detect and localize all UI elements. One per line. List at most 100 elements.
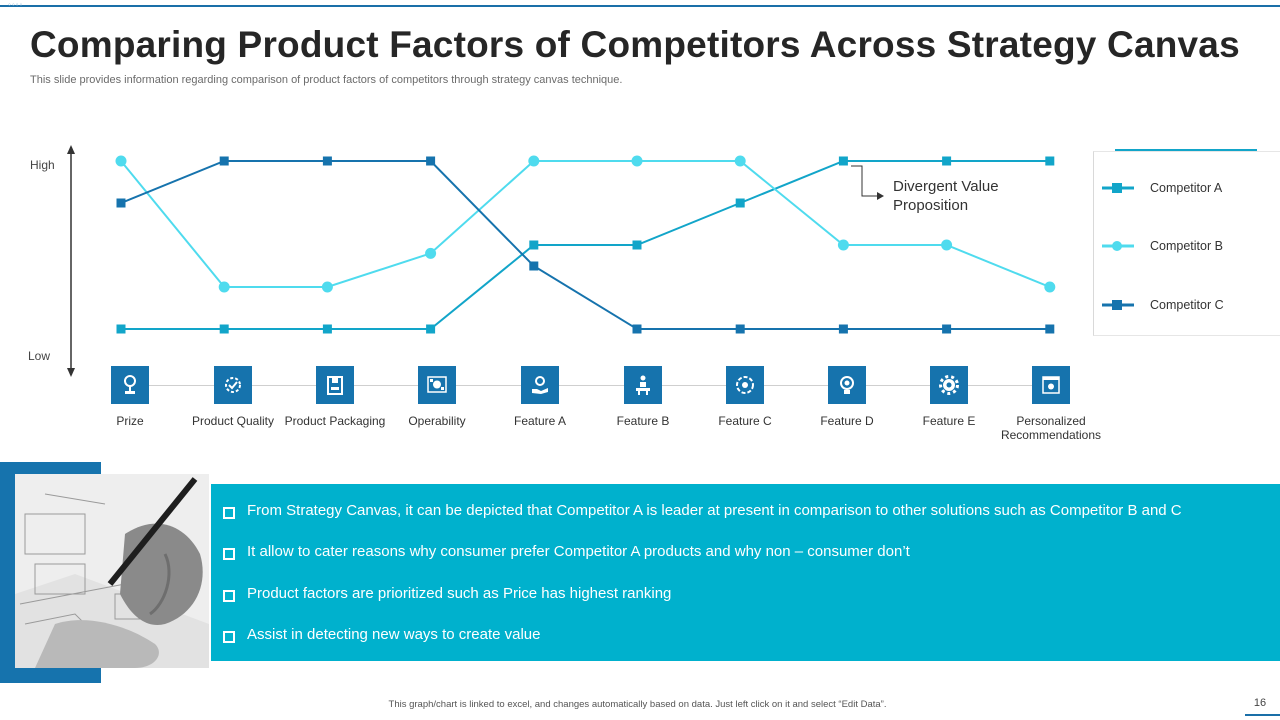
- page-subtitle: This slide provides information regardin…: [30, 74, 623, 86]
- annotation-line-1: Divergent Value: [893, 178, 999, 195]
- data-point-competitor-c-3[interactable]: [426, 156, 436, 166]
- series-line-competitor-b: [120, 160, 1051, 288]
- data-point-competitor-b-1[interactable]: [218, 281, 230, 293]
- data-point-competitor-a-2[interactable]: [322, 324, 332, 334]
- legend-accent-bar: [1115, 149, 1257, 152]
- y-axis-arrow-up: [67, 145, 75, 154]
- annotation-line-2: Proposition: [893, 197, 969, 214]
- factor-label: Product Packaging: [284, 414, 386, 428]
- legend-label-competitor-a: Competitor A: [1150, 181, 1223, 195]
- data-point-competitor-c-6[interactable]: [735, 324, 745, 334]
- trophy-icon: [111, 366, 149, 404]
- legend-box: [1093, 151, 1280, 336]
- page-title: Comparing Product Factors of Competitors…: [30, 24, 1240, 65]
- data-point-competitor-b-6[interactable]: [734, 155, 746, 167]
- bullet-square-icon: [223, 631, 235, 643]
- factor-feature-d: Feature D: [787, 366, 907, 428]
- data-point-competitor-b-2[interactable]: [321, 281, 333, 293]
- series-layer: [115, 155, 1056, 334]
- hand-dollar-icon: [521, 366, 559, 404]
- data-point-competitor-c-4[interactable]: [529, 261, 539, 271]
- data-point-competitor-c-1[interactable]: [219, 156, 229, 166]
- data-point-competitor-c-8[interactable]: [942, 324, 952, 334]
- data-point-competitor-b-7[interactable]: [837, 239, 849, 251]
- legend-marker-competitor-b: [1102, 241, 1134, 251]
- gear-icon: [930, 366, 968, 404]
- factor-label: Prize: [116, 414, 144, 428]
- factor-label: Feature C: [718, 414, 772, 428]
- annotation-connector: [851, 165, 880, 197]
- data-point-competitor-b-0[interactable]: [115, 155, 127, 167]
- data-point-competitor-b-3[interactable]: [425, 247, 437, 259]
- factor-prize: Prize: [70, 366, 190, 428]
- presentation-icon: [624, 366, 662, 404]
- legend-item-competitor-c: Competitor C: [1100, 295, 1224, 315]
- gear-check-icon: [214, 366, 252, 404]
- factor-label: Operability: [408, 414, 466, 428]
- legend-label-competitor-b: Competitor B: [1150, 239, 1223, 253]
- axis-high-label: High: [30, 158, 55, 172]
- annotation-divergent-value: Divergent Value Proposition: [893, 177, 1043, 215]
- bullet-square-icon: [223, 548, 235, 560]
- factor-product-quality: Product Quality: [173, 366, 293, 428]
- factor-label: Feature D: [820, 414, 874, 428]
- data-point-competitor-a-5[interactable]: [632, 240, 642, 250]
- insight-bullet: Assist in detecting new ways to create v…: [223, 626, 540, 643]
- data-point-competitor-a-0[interactable]: [116, 324, 126, 334]
- insight-bullet: Product factors are prioritized such as …: [223, 585, 671, 602]
- insights-panel: From Strategy Canvas, it can be depicted…: [211, 484, 1280, 661]
- cog-arrows-icon: [726, 366, 764, 404]
- data-point-competitor-a-8[interactable]: [942, 156, 952, 166]
- legend-marker-competitor-c: [1102, 300, 1134, 310]
- data-point-competitor-a-3[interactable]: [426, 324, 436, 334]
- data-point-competitor-a-9[interactable]: [1045, 156, 1055, 166]
- data-point-competitor-c-5[interactable]: [632, 324, 642, 334]
- legend-marker-competitor-a: [1102, 183, 1134, 193]
- factor-product-packaging: Product Packaging: [275, 366, 395, 428]
- data-point-competitor-c-9[interactable]: [1045, 324, 1055, 334]
- bullet-square-icon: [223, 590, 235, 602]
- slide-corner-mark: ◦◦◦◦: [8, 0, 24, 9]
- factor-personalized-recommendations: Personalized Recommendations: [991, 366, 1111, 442]
- bullet-text: It allow to cater reasons why consumer p…: [247, 543, 910, 560]
- factor-label: Product Quality: [191, 414, 275, 428]
- data-point-competitor-a-1[interactable]: [219, 324, 229, 334]
- factor-feature-c: Feature C: [685, 366, 805, 428]
- legend-label-competitor-c: Competitor C: [1150, 298, 1224, 312]
- data-point-competitor-c-7[interactable]: [838, 324, 848, 334]
- axis-low-label: Low: [28, 349, 51, 363]
- page-number: 16: [1253, 697, 1267, 709]
- factor-label: Feature A: [513, 414, 567, 428]
- factor-feature-a: Feature A: [480, 366, 600, 428]
- factor-feature-b: Feature B: [583, 366, 703, 428]
- package-icon: [316, 366, 354, 404]
- settings-window-icon: [1032, 366, 1070, 404]
- data-point-competitor-b-8[interactable]: [941, 239, 953, 251]
- series-line-competitor-a: [121, 160, 1050, 330]
- factor-feature-e: Feature E: [889, 366, 1009, 428]
- factor-label: Personalized Recommendations: [1000, 414, 1102, 442]
- data-point-competitor-a-6[interactable]: [735, 198, 745, 208]
- data-point-competitor-c-2[interactable]: [322, 156, 332, 166]
- data-point-competitor-b-5[interactable]: [631, 155, 643, 167]
- insight-bullet: From Strategy Canvas, it can be depicted…: [223, 502, 1182, 519]
- factor-connector-line: [130, 385, 1050, 386]
- insight-bullet: It allow to cater reasons why consumer p…: [223, 543, 910, 560]
- annotation-arrowhead: [877, 192, 884, 200]
- data-point-competitor-b-9[interactable]: [1044, 281, 1056, 293]
- data-point-competitor-a-4[interactable]: [529, 240, 539, 250]
- legend-item-competitor-a: Competitor A: [1100, 178, 1222, 198]
- bullet-square-icon: [223, 507, 235, 519]
- page-number-rule: [1245, 714, 1280, 716]
- footer-note: This graph/chart is linked to excel, and…: [388, 699, 887, 710]
- factor-label: Feature E: [922, 414, 976, 428]
- data-point-competitor-c-0[interactable]: [116, 198, 126, 208]
- data-point-competitor-b-4[interactable]: [528, 155, 540, 167]
- data-point-competitor-a-7[interactable]: [838, 156, 848, 166]
- legend-item-competitor-b: Competitor B: [1100, 236, 1223, 256]
- y-axis-arrow-down: [67, 368, 75, 377]
- top-rule: [0, 5, 1280, 7]
- series-line-competitor-c: [120, 160, 1050, 330]
- operability-icon: [418, 366, 456, 404]
